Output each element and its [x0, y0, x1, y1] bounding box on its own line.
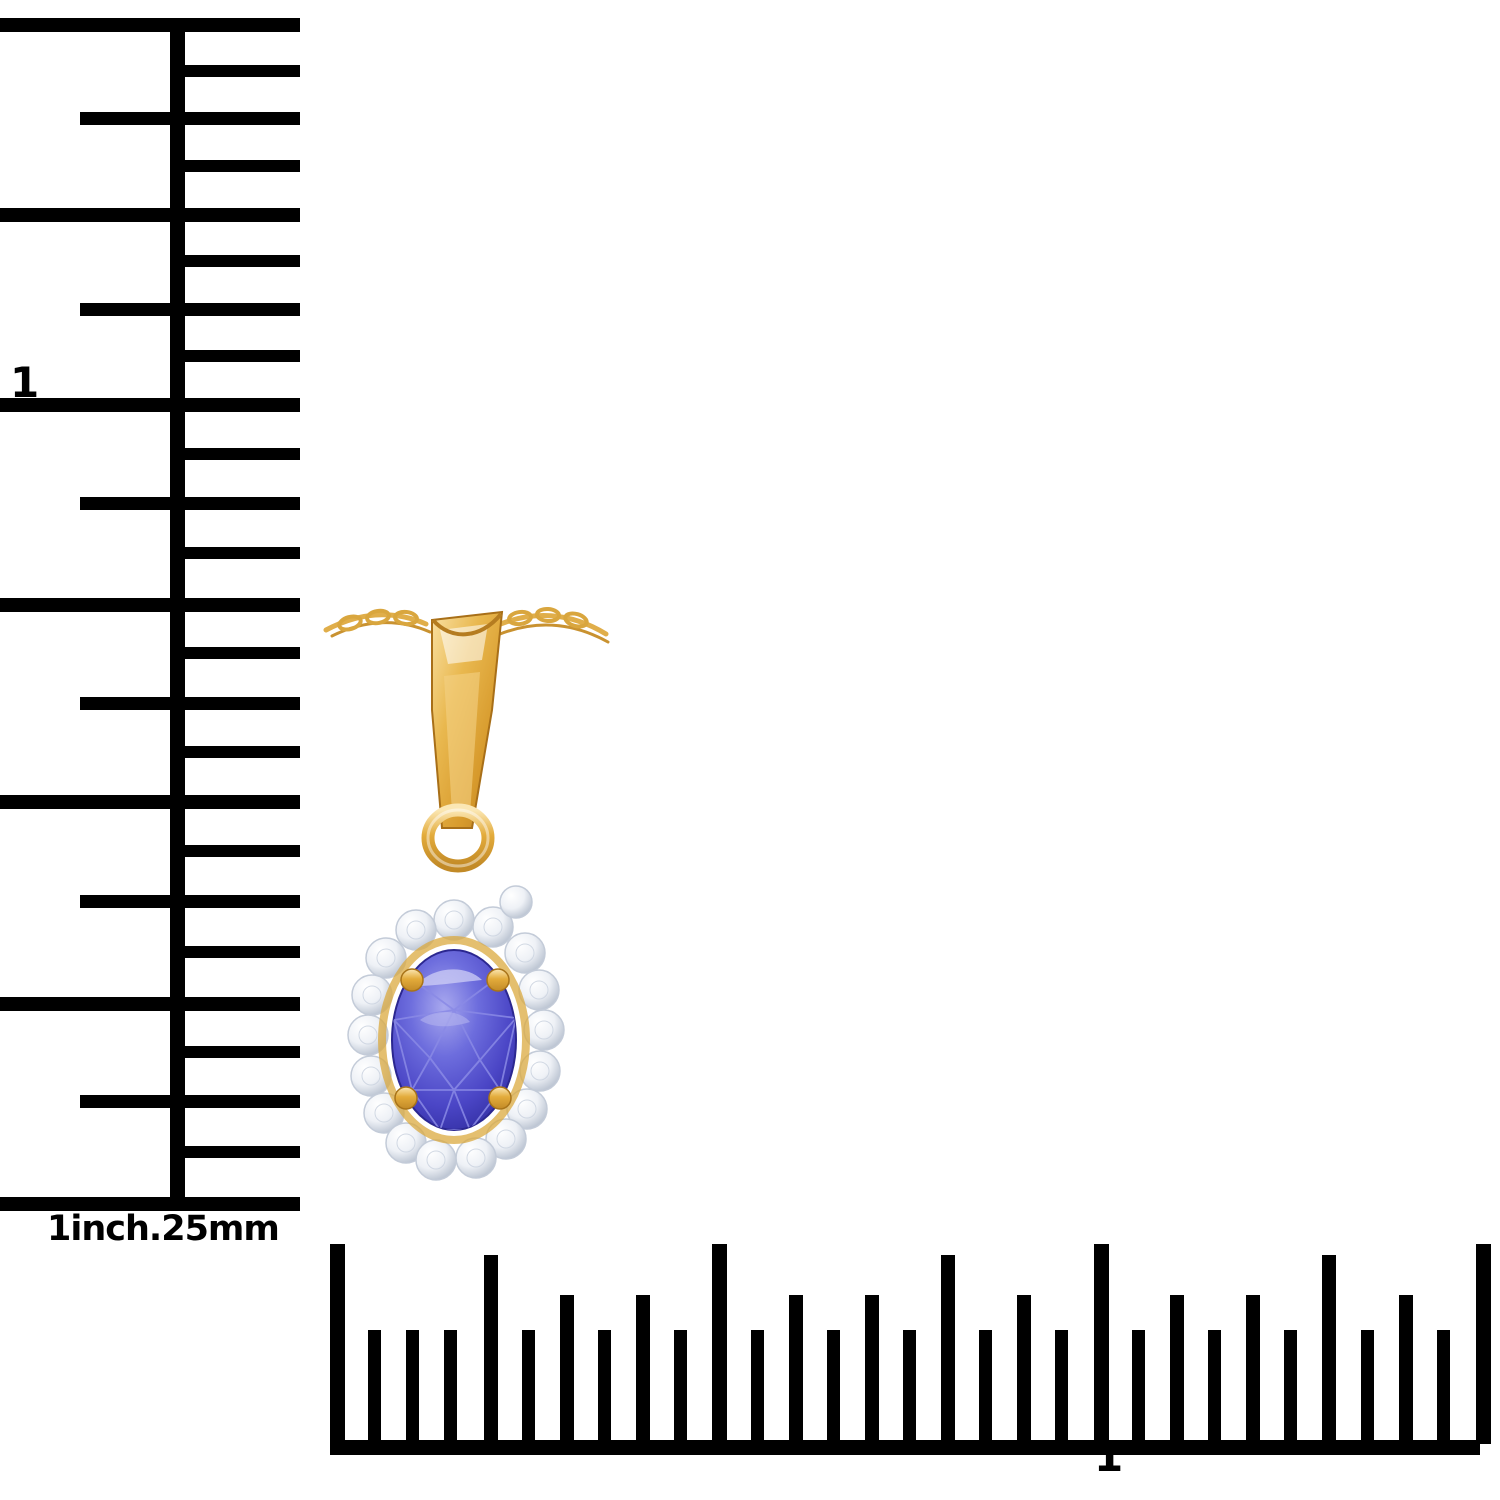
ruler-minor-tick	[170, 350, 300, 362]
ruler-mid-tick	[941, 1255, 955, 1444]
ruler-minor-tick	[1208, 1330, 1221, 1444]
ruler-major-tick	[330, 1244, 345, 1444]
ruler-minor-tick	[522, 1330, 535, 1444]
ruler-major-tick	[0, 18, 300, 32]
ruler-mid-tick	[80, 895, 300, 908]
ruler-major-tick	[1094, 1244, 1109, 1444]
ruler-mid-tick	[636, 1295, 650, 1444]
ruler-minor-tick	[170, 448, 300, 460]
ruler-minor-tick	[827, 1330, 840, 1444]
ruler-major-tick	[0, 398, 300, 412]
ruler-mid-tick	[1322, 1255, 1336, 1444]
ruler-major-tick	[0, 1197, 300, 1211]
ruler-minor-tick	[444, 1330, 457, 1444]
ruler-mid-tick	[484, 1255, 498, 1444]
ruler-minor-tick	[170, 746, 300, 758]
ruler-minor-tick	[170, 1146, 300, 1158]
ruler-major-tick	[1476, 1244, 1491, 1444]
ruler-mid-tick	[80, 697, 300, 710]
ruler-mid-tick	[1170, 1295, 1184, 1444]
ruler-mid-tick	[80, 112, 300, 125]
setting-ring	[378, 936, 530, 1144]
ruler-minor-tick	[979, 1330, 992, 1444]
ruler-mid-tick	[80, 497, 300, 510]
ruler-label-inch-1: 1	[10, 358, 40, 407]
tanzanite-halo-pendant	[320, 590, 640, 1230]
prongs	[394, 968, 512, 1110]
ruler-mid-tick	[865, 1295, 879, 1444]
ruler-minor-tick	[751, 1330, 764, 1444]
ruler-minor-tick	[1437, 1330, 1450, 1444]
ruler-minor-tick	[170, 160, 300, 172]
ruler-mid-tick	[789, 1295, 803, 1444]
ruler-minor-tick	[1284, 1330, 1297, 1444]
ruler-mid-tick	[560, 1295, 574, 1444]
ruler-minor-tick	[170, 65, 300, 77]
ruler-minor-tick	[1055, 1330, 1068, 1444]
ruler-minor-tick	[170, 547, 300, 559]
diamond-halo	[347, 885, 565, 1181]
ruler-major-tick	[712, 1244, 727, 1444]
ruler-minor-tick	[170, 647, 300, 659]
ruler-minor-tick	[170, 845, 300, 857]
ruler-major-tick	[0, 598, 300, 612]
ruler-minor-tick	[674, 1330, 687, 1444]
ruler-minor-tick	[170, 1046, 300, 1058]
ruler-minor-tick	[170, 255, 300, 267]
ruler-mid-tick	[80, 303, 300, 316]
ruler-mid-tick	[1246, 1295, 1260, 1444]
ruler-minor-tick	[368, 1330, 381, 1444]
ruler-minor-tick	[170, 946, 300, 958]
ruler-mid-tick	[80, 1095, 300, 1108]
ruler-minor-tick	[406, 1330, 419, 1444]
ruler-spine-horizontal	[330, 1440, 1480, 1455]
ruler-mid-tick	[1399, 1295, 1413, 1444]
ruler-minor-tick	[1132, 1330, 1145, 1444]
ruler-major-tick	[0, 795, 300, 809]
ruler-minor-tick	[598, 1330, 611, 1444]
ruler-label-mm-1: 1	[1094, 1432, 1124, 1481]
ruler-minor-tick	[903, 1330, 916, 1444]
ruler-mid-tick	[1017, 1295, 1031, 1444]
ruler-minor-tick	[1361, 1330, 1374, 1444]
chain	[323, 606, 610, 644]
jump-ring	[421, 803, 495, 873]
ruler-major-tick	[0, 208, 300, 222]
bail	[431, 610, 504, 829]
ruler-unit-caption: 1inch.25mm	[47, 1209, 280, 1249]
ruler-major-tick	[0, 997, 300, 1011]
ruler-spine-vertical	[170, 18, 185, 1208]
